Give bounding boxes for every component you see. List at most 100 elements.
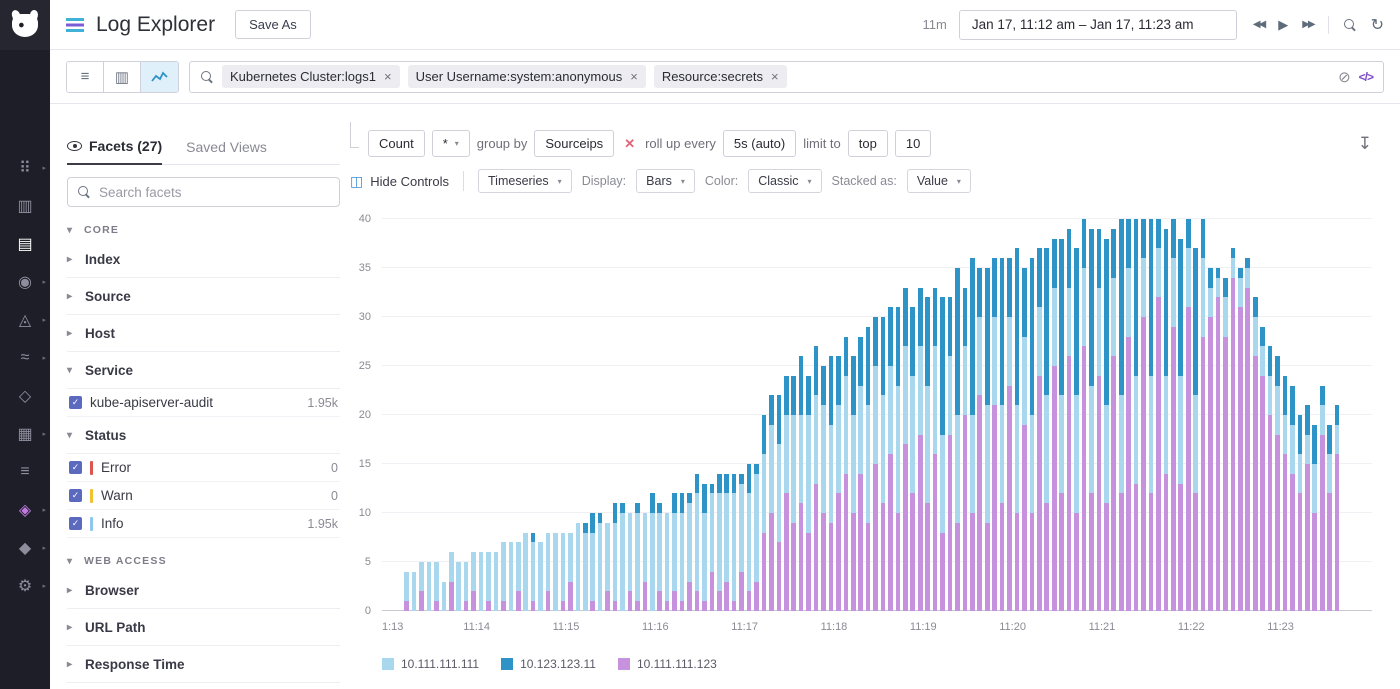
facet-value-warn[interactable]: ✓Warn0 <box>67 482 340 510</box>
facet-response-time[interactable]: ▸Response Time <box>67 646 340 683</box>
bar[interactable] <box>1030 219 1035 611</box>
bar[interactable] <box>1216 219 1221 611</box>
facet-group-core[interactable]: ▾Core <box>67 224 340 236</box>
rollup-select[interactable]: 5s (auto) <box>723 130 796 157</box>
query-syntax-icon[interactable]: </> <box>1359 70 1373 84</box>
legend-item[interactable]: 10.111.111.111 <box>382 657 479 671</box>
bar[interactable] <box>970 219 975 611</box>
facet-search[interactable] <box>67 177 340 207</box>
bar[interactable] <box>434 219 439 611</box>
facet-browser[interactable]: ▸Browser <box>67 572 340 609</box>
clear-search-icon[interactable]: ⊘ <box>1338 68 1351 86</box>
datadog-logo[interactable] <box>0 0 50 50</box>
bar[interactable] <box>940 219 945 611</box>
tab-saved-views[interactable]: Saved Views <box>186 138 267 164</box>
bar[interactable] <box>858 219 863 611</box>
bar[interactable] <box>576 219 581 611</box>
refresh-icon[interactable]: ↻ <box>1371 15 1384 35</box>
group-by-select[interactable]: Sourceips <box>534 130 614 157</box>
zoom-out-icon[interactable] <box>1343 18 1357 32</box>
bar[interactable] <box>1193 219 1198 611</box>
bar[interactable] <box>1171 219 1176 611</box>
bar[interactable] <box>456 219 461 611</box>
bar[interactable] <box>985 219 990 611</box>
bar[interactable] <box>1283 219 1288 611</box>
plot-area[interactable] <box>382 219 1372 611</box>
infrastructure-icon[interactable]: ⠿ <box>0 149 50 187</box>
bar[interactable] <box>1327 219 1332 611</box>
bar[interactable] <box>1000 219 1005 611</box>
facet-group-web-access[interactable]: ▾Web Access <box>67 555 340 567</box>
bar[interactable] <box>1022 219 1027 611</box>
remove-filter-icon[interactable]: × <box>630 69 638 84</box>
bar[interactable] <box>829 219 834 611</box>
filter-pill[interactable]: Kubernetes Cluster:logs1× <box>222 65 400 88</box>
bar[interactable] <box>717 219 722 611</box>
bar[interactable] <box>769 219 774 611</box>
bar[interactable] <box>1149 219 1154 611</box>
search-bar[interactable]: Kubernetes Cluster:logs1× User Username:s… <box>189 61 1384 93</box>
facet-service[interactable]: ▾Service <box>67 352 340 389</box>
bar[interactable] <box>665 219 670 611</box>
export-icon[interactable]: ↧ <box>1358 134 1372 154</box>
bar[interactable] <box>925 219 930 611</box>
bar[interactable] <box>1290 219 1295 611</box>
bar[interactable] <box>1097 219 1102 611</box>
bar[interactable] <box>404 219 409 611</box>
viz-type-select[interactable]: Timeseries ▾ <box>478 169 572 193</box>
facet-value-info[interactable]: ✓Info1.95k <box>67 510 340 538</box>
bar[interactable] <box>918 219 923 611</box>
bar[interactable] <box>449 219 454 611</box>
facet-value-error[interactable]: ✓Error0 <box>67 454 340 482</box>
bar[interactable] <box>777 219 782 611</box>
bar[interactable] <box>747 219 752 611</box>
bar[interactable] <box>1134 219 1139 611</box>
bar[interactable] <box>628 219 633 611</box>
bar[interactable] <box>1260 219 1265 611</box>
bar[interactable] <box>1007 219 1012 611</box>
bar[interactable] <box>806 219 811 611</box>
checkbox[interactable]: ✓ <box>69 396 82 409</box>
bar[interactable] <box>762 219 767 611</box>
bar[interactable] <box>1223 219 1228 611</box>
bar[interactable] <box>1201 219 1206 611</box>
measure-field-select[interactable]: * ▾ <box>432 130 470 157</box>
facet-url-path[interactable]: ▸URL Path <box>67 609 340 646</box>
bar[interactable] <box>873 219 878 611</box>
bar[interactable] <box>516 219 521 611</box>
bar[interactable] <box>613 219 618 611</box>
bar[interactable] <box>605 219 610 611</box>
bar[interactable] <box>1335 219 1340 611</box>
bar[interactable] <box>791 219 796 611</box>
apm-icon[interactable]: ◉ <box>0 263 50 301</box>
bar[interactable] <box>724 219 729 611</box>
rewind-icon[interactable]: ◀◀ <box>1253 19 1264 30</box>
bar[interactable] <box>583 219 588 611</box>
bar[interactable] <box>1015 219 1020 611</box>
bar[interactable] <box>1305 219 1310 611</box>
bar[interactable] <box>657 219 662 611</box>
bar[interactable] <box>672 219 677 611</box>
bar[interactable] <box>1126 219 1131 611</box>
bar[interactable] <box>836 219 841 611</box>
facet-status[interactable]: ▾Status <box>67 417 340 454</box>
logs-icon[interactable]: ▤ <box>0 225 50 263</box>
bar[interactable] <box>933 219 938 611</box>
bar[interactable] <box>1156 219 1161 611</box>
bar[interactable] <box>955 219 960 611</box>
remove-filter-icon[interactable]: × <box>384 69 392 84</box>
bar[interactable] <box>509 219 514 611</box>
bar[interactable] <box>561 219 566 611</box>
bar[interactable] <box>1119 219 1124 611</box>
bar[interactable] <box>1037 219 1042 611</box>
bar[interactable] <box>977 219 982 611</box>
bar[interactable] <box>479 219 484 611</box>
facet-value-kube-apiserver-audit[interactable]: ✓kube-apiserver-audit1.95k <box>67 389 340 417</box>
notebooks-icon[interactable]: ≡ <box>0 453 50 491</box>
filter-pill[interactable]: User Username:system:anonymous× <box>408 65 646 88</box>
synthetics-icon[interactable]: ◇ <box>0 377 50 415</box>
events-icon[interactable]: ▥ <box>0 187 50 225</box>
bar[interactable] <box>1178 219 1183 611</box>
play-icon[interactable]: ▶ <box>1278 17 1288 33</box>
bar[interactable] <box>1238 219 1243 611</box>
